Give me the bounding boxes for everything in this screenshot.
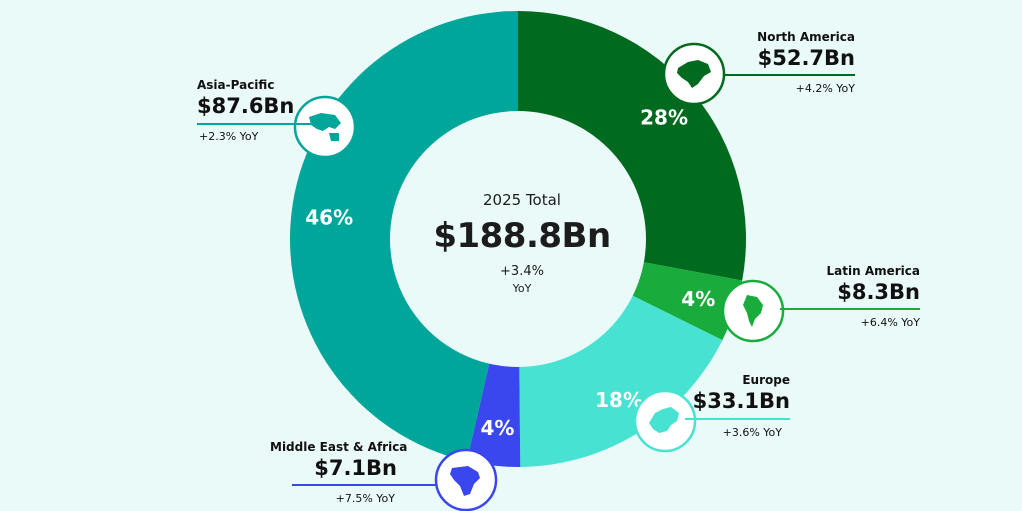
europe-map-icon bbox=[633, 389, 697, 453]
region-name: Middle East & Africa bbox=[270, 440, 408, 454]
region-yoy: +6.4% YoY bbox=[860, 316, 920, 329]
asia-pacific-map-icon bbox=[293, 95, 357, 159]
region-name: Latin America bbox=[826, 264, 921, 278]
africa-map-icon bbox=[434, 448, 498, 511]
callout-north-america: North America $52.7Bn +4.2% YoY bbox=[700, 30, 855, 100]
callout-middle-east-africa: Middle East & Africa $7.1Bn +7.5% YoY bbox=[270, 440, 437, 510]
region-yoy: +3.6% YoY bbox=[722, 426, 782, 439]
region-name: Asia-Pacific bbox=[197, 78, 275, 92]
region-value: $33.1Bn bbox=[692, 389, 790, 413]
center-yoy-unit: YoY bbox=[512, 282, 532, 295]
region-name: Europe bbox=[742, 373, 790, 387]
donut-hole bbox=[390, 111, 646, 367]
pct-label-asia-pacific: 46% bbox=[305, 206, 353, 230]
callout-europe: Europe $33.1Bn +3.6% YoY bbox=[685, 373, 790, 443]
north-america-map-icon bbox=[662, 42, 726, 106]
callout-line bbox=[685, 418, 790, 420]
center-total-value: $188.8Bn bbox=[433, 216, 611, 256]
region-yoy: +4.2% YoY bbox=[795, 82, 855, 95]
region-value: $8.3Bn bbox=[837, 280, 920, 304]
pct-label-europe: 18% bbox=[595, 388, 643, 412]
region-value: $52.7Bn bbox=[757, 46, 855, 70]
center-title: 2025 Total bbox=[483, 191, 561, 209]
south-america-map-icon bbox=[721, 279, 785, 343]
callout-line bbox=[725, 74, 855, 76]
region-value: $7.1Bn bbox=[314, 456, 397, 480]
pct-label-north-america: 28% bbox=[640, 105, 688, 129]
callout-asia-pacific: Asia-Pacific $87.6Bn +2.3% YoY bbox=[197, 78, 312, 148]
pct-label-latin-america: 4% bbox=[681, 287, 715, 311]
callout-line bbox=[780, 308, 920, 310]
region-yoy: +2.3% YoY bbox=[199, 130, 259, 143]
pct-label-middle-east-and-africa: 4% bbox=[481, 416, 515, 440]
callout-line bbox=[292, 484, 437, 486]
region-value: $87.6Bn bbox=[197, 94, 295, 118]
region-name: North America bbox=[757, 30, 855, 44]
region-yoy: +7.5% YoY bbox=[335, 492, 395, 505]
center-yoy-value: +3.4% bbox=[500, 264, 544, 279]
callout-line bbox=[197, 123, 312, 125]
callout-latin-america: Latin America $8.3Bn +6.4% YoY bbox=[780, 264, 920, 334]
